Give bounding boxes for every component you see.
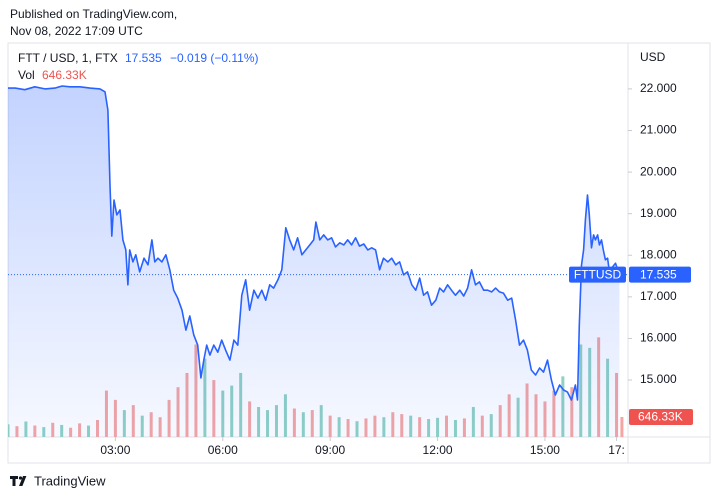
x-tick-label: 06:00 <box>208 443 238 457</box>
x-tick-label: 09:00 <box>315 443 345 457</box>
price-layer <box>8 85 621 437</box>
y-tick-label: 19.000 <box>640 206 677 220</box>
ticker-badge <box>569 266 626 283</box>
volume-legend-label: Vol <box>18 68 35 82</box>
y-tick-label: 22.000 <box>640 81 677 95</box>
price-line <box>8 85 621 401</box>
volume-badge <box>629 408 693 425</box>
y-axis-label: USD <box>640 50 666 64</box>
price-area <box>8 86 620 437</box>
ticker-label: FTTUSD <box>574 267 622 281</box>
legend-change: −0.019 (−0.11%) <box>170 51 259 65</box>
symbol: FTT / USD, 1, FTX <box>18 51 118 65</box>
footer-logo <box>10 476 27 486</box>
y-tick-label: 20.000 <box>640 164 677 178</box>
x-tick-label: 12:00 <box>423 443 453 457</box>
y-tick-label: 17.000 <box>640 289 677 303</box>
x-tick-label: 03:00 <box>100 443 130 457</box>
x-tick-label: 17: <box>608 443 625 457</box>
x-tick-label: 15:00 <box>530 443 560 457</box>
legend-price: 17.535 <box>125 51 162 65</box>
price-badge-label: 17.535 <box>640 267 677 281</box>
price-badge <box>629 266 691 283</box>
y-tick-label: 16.000 <box>640 331 677 345</box>
axes: 15.000 16.000 17.000 18.000 19.000 20.000 21.0… <box>8 81 693 457</box>
y-tick-label: 15.000 <box>640 372 677 386</box>
volume-bar <box>620 416 624 437</box>
y-tick-label: 21.000 <box>640 123 677 137</box>
published-date: Nov 08, 2022 17:09 UTC <box>10 24 143 38</box>
volume-legend-value: 646.33K <box>42 68 87 82</box>
footer-brand: TradingView <box>34 473 106 488</box>
published-line: Published on TradingView.com, <box>10 7 177 21</box>
volume-badge-label: 646.33K <box>638 410 683 424</box>
y-tick-label: 18.000 <box>640 247 677 261</box>
